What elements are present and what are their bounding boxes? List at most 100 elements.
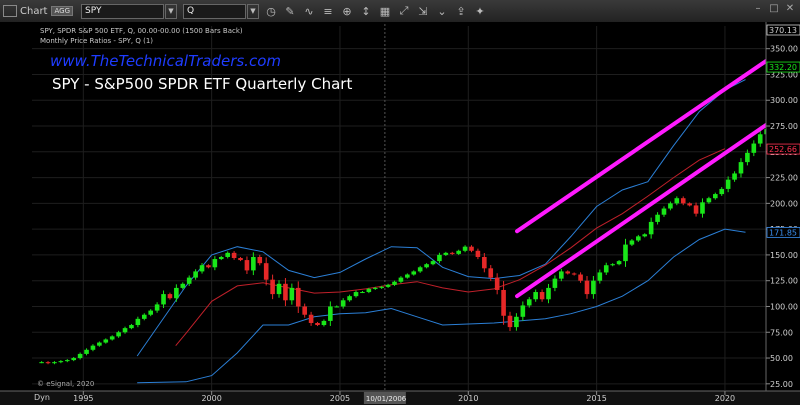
candle — [648, 221, 654, 235]
candle — [122, 328, 128, 333]
candle — [379, 286, 384, 288]
candle — [39, 362, 44, 364]
candle — [507, 315, 513, 328]
candle — [501, 289, 506, 316]
indicator-lines — [136, 79, 746, 384]
candle — [751, 143, 757, 153]
price-label-box — [766, 24, 800, 36]
candle — [251, 256, 256, 271]
candle — [514, 316, 519, 328]
twitter-icon[interactable]: ✦ — [475, 4, 485, 18]
candle — [494, 277, 500, 290]
candle — [64, 360, 70, 362]
bars-icon[interactable]: ≡ — [323, 4, 333, 18]
candle — [610, 264, 615, 266]
chevron-down-icon[interactable]: ⌄ — [437, 4, 447, 18]
candle — [84, 349, 89, 354]
candle — [231, 252, 237, 259]
upper-channel-line — [515, 59, 768, 234]
y-tick-label: 25.00 — [770, 380, 793, 389]
interval-input[interactable]: Q — [183, 3, 246, 19]
website-label: www.TheTechnicalTraders.com — [50, 52, 281, 70]
price-label: 332.20 — [769, 63, 797, 72]
candle — [475, 250, 481, 257]
candle — [687, 203, 692, 206]
time-axis[interactable]: 1995 2000 2005 2010 2015 2020 — [73, 391, 735, 403]
candle — [135, 318, 141, 326]
expand-icon[interactable]: ⇲ — [418, 4, 428, 18]
price-chart[interactable]: SPY, SPDR S&P 500 ETF, Q, 00.00-00.00 (1… — [0, 22, 800, 405]
candle — [398, 277, 404, 282]
chart-badge: AGG — [51, 6, 73, 16]
chart-menu[interactable]: Chart AGG — [3, 5, 73, 17]
chart-link-icon[interactable]: ∿ — [304, 4, 314, 18]
y-tick-label: 325.00 — [770, 70, 798, 79]
candle — [482, 256, 487, 269]
candle — [757, 134, 763, 144]
y-tick-label: 75.00 — [770, 328, 793, 337]
candle — [578, 274, 583, 281]
share-icon[interactable]: ⇪ — [456, 4, 466, 18]
candle — [353, 292, 359, 297]
candle — [559, 271, 564, 279]
candle — [328, 306, 333, 321]
y-tick-label: 125.00 — [770, 277, 798, 286]
symbol-dropdown-icon[interactable]: ▼ — [165, 3, 177, 19]
candle — [77, 353, 83, 359]
candle — [571, 273, 577, 275]
price-label: 171.85 — [769, 228, 797, 237]
clock-icon[interactable]: ◷ — [266, 4, 276, 18]
candle — [238, 258, 243, 261]
trend-channels — [515, 59, 768, 299]
minimize-icon[interactable]: – — [755, 3, 761, 14]
grid-icon[interactable]: ▦ — [379, 4, 391, 18]
candle — [193, 271, 198, 278]
zoom-icon[interactable]: ⤢ — [399, 4, 409, 17]
maximize-icon[interactable]: □ — [769, 3, 779, 14]
crosshair-icon[interactable]: ⊕ — [342, 4, 352, 18]
candle — [405, 274, 410, 278]
x-tick-label: 1995 — [73, 394, 93, 403]
candle — [552, 278, 558, 288]
candle — [693, 205, 699, 214]
candle — [725, 179, 731, 189]
candle — [732, 173, 737, 180]
close-icon[interactable]: ✕ — [785, 3, 795, 14]
price-label: 252.66 — [769, 145, 797, 154]
candle — [340, 300, 346, 307]
candle — [225, 252, 230, 257]
candle — [526, 299, 532, 306]
candle — [437, 254, 442, 262]
window-controls: – □ ✕ — [752, 3, 796, 15]
candle — [661, 208, 667, 215]
candle — [148, 310, 153, 315]
candle — [674, 198, 680, 204]
price-label-box — [766, 61, 800, 73]
candle — [71, 358, 77, 361]
dyn-label[interactable]: Dyn — [34, 393, 50, 402]
candle — [488, 268, 494, 278]
candle — [129, 325, 134, 329]
candle — [443, 252, 449, 255]
moving-average-line — [175, 148, 726, 347]
candle — [469, 246, 474, 251]
pencil-icon[interactable]: ✎ — [285, 4, 295, 18]
bollinger-upper-line — [136, 79, 746, 357]
y-tick-label: 225.00 — [770, 174, 798, 183]
scale-icon[interactable]: ↕ — [361, 4, 371, 18]
candle — [680, 198, 686, 204]
interval-dropdown-icon[interactable]: ▼ — [247, 3, 259, 19]
candle — [539, 292, 545, 300]
candle — [90, 345, 96, 350]
cursor-date: 10/01/2006 — [366, 395, 407, 403]
candle — [456, 250, 461, 254]
y-tick-label: 200.00 — [770, 199, 798, 208]
chart-header-line2: Monthly Price Ratios - SPY, Q (1) — [40, 37, 153, 45]
x-tick-label: 2015 — [586, 394, 606, 403]
symbol-input[interactable]: SPY — [81, 3, 164, 19]
price-label: 370.13 — [769, 26, 797, 35]
x-tick-label: 2020 — [715, 394, 735, 403]
candle — [141, 314, 147, 319]
candle — [629, 240, 635, 245]
